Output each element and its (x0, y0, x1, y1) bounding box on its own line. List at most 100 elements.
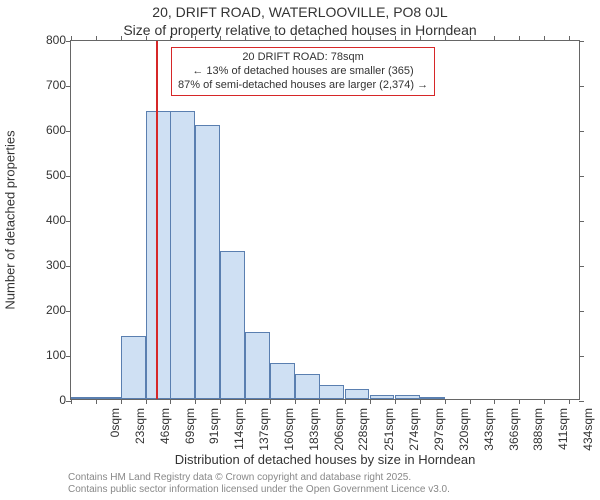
ytick-label: 400 (6, 213, 66, 227)
xtick-mark (146, 399, 147, 404)
xtick-label: 91sqm (207, 408, 221, 452)
ytick-mark (66, 41, 71, 42)
histogram-bar (295, 374, 320, 399)
xtick-label: 274sqm (407, 408, 421, 452)
xtick-mark (121, 399, 122, 404)
ytick-label: 300 (6, 258, 66, 272)
xtick-mark (195, 36, 196, 41)
xtick-label: 297sqm (432, 408, 446, 452)
histogram-bar (96, 397, 121, 399)
xtick-mark (195, 399, 196, 404)
xtick-mark (270, 399, 271, 404)
xtick-mark (71, 36, 72, 41)
xtick-mark (470, 36, 471, 41)
xtick-label: 69sqm (183, 408, 197, 452)
ytick-label: 800 (6, 33, 66, 47)
xtick-mark (220, 36, 221, 41)
xtick-label: 137sqm (257, 408, 271, 452)
xtick-label: 228sqm (356, 408, 370, 452)
xtick-label: 206sqm (332, 408, 346, 452)
attribution-footer: Contains HM Land Registry data © Crown c… (68, 472, 450, 496)
histogram-bar (195, 125, 220, 399)
xtick-mark (345, 36, 346, 41)
xtick-label: 251sqm (382, 408, 396, 452)
ytick-label: 200 (6, 303, 66, 317)
chart-container: 20, DRIFT ROAD, WATERLOOVILLE, PO8 0JL S… (0, 0, 600, 500)
ytick-label: 600 (6, 123, 66, 137)
xtick-mark (270, 36, 271, 41)
ytick-mark (66, 86, 71, 87)
ytick-mark (579, 41, 584, 42)
xtick-mark (445, 399, 446, 404)
histogram-bar (345, 389, 370, 399)
ytick-mark (579, 356, 584, 357)
ytick-mark (66, 221, 71, 222)
histogram-bar (146, 111, 171, 399)
xtick-mark (319, 36, 320, 41)
ytick-mark (579, 176, 584, 177)
xtick-mark (420, 399, 421, 404)
histogram-bar (395, 395, 420, 399)
annotation-line1: 20 DRIFT ROAD: 78sqm (178, 51, 428, 65)
xtick-mark (170, 399, 171, 404)
property-marker-line (156, 41, 158, 399)
ytick-mark (579, 131, 584, 132)
xtick-mark (71, 399, 72, 404)
xtick-label: 320sqm (457, 408, 471, 452)
histogram-bar (420, 397, 445, 399)
ytick-mark (579, 311, 584, 312)
xtick-mark (370, 36, 371, 41)
xtick-mark (170, 36, 171, 41)
x-axis-label: Distribution of detached houses by size … (70, 452, 580, 467)
ytick-mark (66, 131, 71, 132)
xtick-label: 343sqm (482, 408, 496, 452)
xtick-mark (220, 399, 221, 404)
xtick-mark (295, 36, 296, 41)
ytick-mark (66, 266, 71, 267)
ytick-mark (579, 86, 584, 87)
xtick-label: 411sqm (556, 408, 570, 452)
ytick-mark (579, 221, 584, 222)
xtick-mark (295, 399, 296, 404)
xtick-mark (146, 36, 147, 41)
xtick-mark (544, 36, 545, 41)
ytick-mark (66, 311, 71, 312)
histogram-bar (121, 336, 146, 399)
plot-area: 20 DRIFT ROAD: 78sqm ← 13% of detached h… (70, 40, 580, 400)
xtick-mark (445, 36, 446, 41)
xtick-label: 46sqm (158, 408, 172, 452)
xtick-mark (420, 36, 421, 41)
xtick-mark (470, 399, 471, 404)
xtick-mark (96, 399, 97, 404)
ytick-label: 100 (6, 348, 66, 362)
chart-title-line1: 20, DRIFT ROAD, WATERLOOVILLE, PO8 0JL (0, 4, 600, 20)
xtick-mark (494, 399, 495, 404)
xtick-mark (569, 399, 570, 404)
xtick-mark (245, 399, 246, 404)
xtick-mark (569, 36, 570, 41)
ytick-mark (579, 266, 584, 267)
footer-line2: Contains public sector information licen… (68, 484, 450, 496)
ytick-label: 700 (6, 78, 66, 92)
xtick-mark (494, 36, 495, 41)
xtick-mark (319, 399, 320, 404)
xtick-label: 183sqm (307, 408, 321, 452)
annotation-line2: ← 13% of detached houses are smaller (36… (178, 65, 428, 79)
footer-line1: Contains HM Land Registry data © Crown c… (68, 472, 450, 484)
ytick-mark (579, 401, 584, 402)
xtick-mark (519, 399, 520, 404)
xtick-mark (519, 36, 520, 41)
xtick-mark (96, 36, 97, 41)
chart-title-line2: Size of property relative to detached ho… (0, 22, 600, 38)
xtick-mark (345, 399, 346, 404)
xtick-label: 23sqm (133, 408, 147, 452)
xtick-mark (370, 399, 371, 404)
xtick-mark (245, 36, 246, 41)
xtick-mark (395, 399, 396, 404)
histogram-bar (245, 332, 270, 399)
xtick-label: 114sqm (232, 408, 246, 452)
ytick-label: 0 (6, 393, 66, 407)
annotation-line3: 87% of semi-detached houses are larger (… (178, 79, 428, 93)
xtick-label: 434sqm (581, 408, 595, 452)
xtick-label: 366sqm (507, 408, 521, 452)
